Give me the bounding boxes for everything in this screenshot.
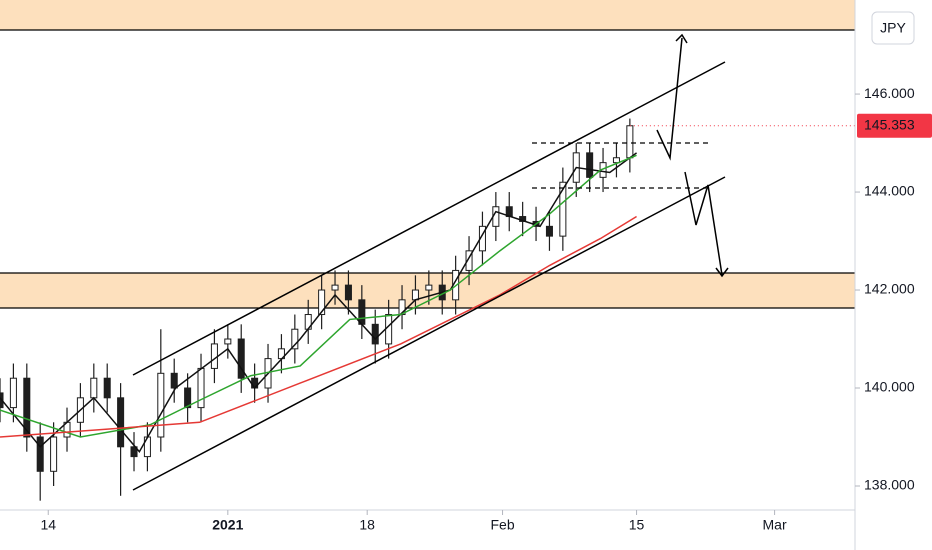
arrow (684, 171, 723, 276)
y-tick-label: 144.000 (864, 183, 915, 199)
candle-body (318, 289, 326, 316)
candle-body (197, 367, 205, 409)
candle-body (385, 314, 393, 345)
currency-label: JPY (880, 20, 906, 36)
candle-body (559, 181, 567, 237)
candle-body (9, 377, 17, 409)
x-tick-label: 18 (359, 517, 375, 533)
x-tick-label: Feb (490, 517, 514, 533)
moving-average (0, 152, 638, 454)
candle-body (291, 328, 299, 350)
arrow-head (675, 33, 688, 44)
candle-body (157, 372, 165, 438)
candle-body (23, 377, 31, 438)
candle-body (130, 446, 138, 458)
candle-body (411, 289, 419, 301)
candle-body (425, 284, 433, 291)
last-price-label: 145.353 (864, 116, 915, 132)
candle-body (36, 436, 44, 472)
last-price-badge (857, 113, 932, 138)
candle-body (371, 323, 379, 345)
channel-line (132, 176, 726, 491)
candle-body (90, 377, 98, 399)
candle-body (465, 250, 473, 271)
candle-body (184, 387, 192, 409)
candle-body (344, 284, 352, 301)
x-tick-label: 14 (40, 517, 56, 533)
y-tick-label: 142.000 (864, 281, 915, 297)
candle-body (210, 343, 218, 369)
arrow-head (715, 267, 729, 278)
x-tick-label: 2021 (212, 517, 243, 533)
y-tick-label: 146.000 (864, 85, 915, 101)
candle-body (103, 377, 111, 399)
candle-body (224, 338, 232, 345)
candle-body (545, 225, 553, 237)
candle-body (170, 372, 178, 389)
y-tick-label: 138.000 (864, 477, 915, 493)
candle-body (117, 397, 125, 448)
candle-body (331, 284, 339, 291)
y-tick-label: 140.000 (864, 379, 915, 395)
moving-average (0, 215, 637, 438)
candle-body (612, 157, 620, 164)
channel-line (132, 61, 726, 376)
arrow (656, 37, 683, 161)
candle-body (586, 152, 594, 178)
candle-body (358, 299, 366, 325)
annotations (132, 33, 729, 491)
candle-body (626, 125, 634, 159)
candle-body (50, 436, 58, 472)
x-tick-label: 15 (629, 517, 645, 533)
plot (0, 118, 855, 501)
x-tick-label: Mar (763, 517, 787, 533)
candle-body (237, 338, 245, 379)
zone (0, 0, 855, 30)
moving-average (0, 154, 637, 438)
currency-button[interactable] (871, 11, 915, 45)
